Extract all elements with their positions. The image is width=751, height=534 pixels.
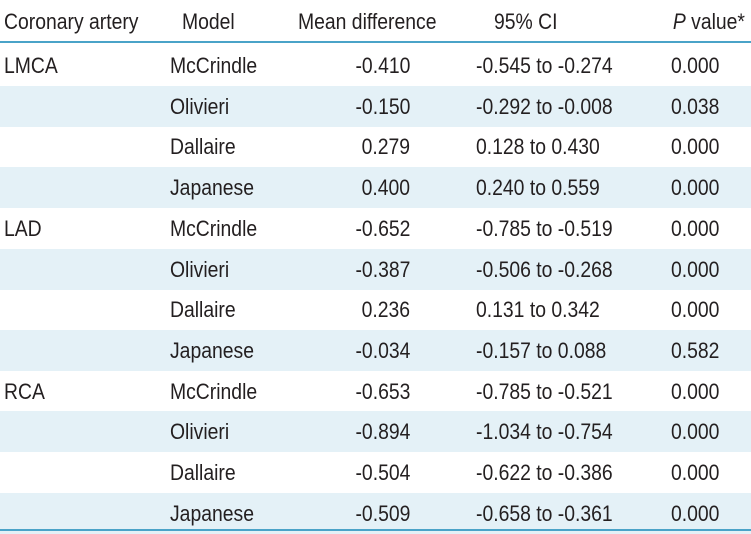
cell-p-value: 0.000 — [671, 53, 720, 78]
header-mean-difference: Mean difference — [298, 9, 437, 34]
cell-p-value: 0.000 — [671, 378, 720, 404]
cell-model: Olivieri — [170, 256, 230, 282]
cell-p-value: 0.000 — [671, 175, 720, 201]
table-row: Japanese -0.509 -0.658 to -0.361 0.000 — [0, 492, 751, 534]
cell-mean-difference: -0.410 — [355, 53, 410, 78]
cell-p-value: 0.000 — [671, 500, 720, 526]
cell-95-ci: -0.506 to -0.268 — [476, 256, 613, 282]
table-row: RCA McCrindle -0.653 -0.785 to -0.521 0.000 — [0, 371, 751, 412]
cell-model: McCrindle — [170, 53, 258, 78]
header-coronary-artery: Coronary artery — [4, 9, 139, 34]
cell-95-ci: -0.658 to -0.361 — [476, 500, 613, 526]
cell-p-value: 0.000 — [671, 256, 720, 282]
cell-95-ci: -0.292 to -0.008 — [476, 93, 613, 119]
cell-model: Japanese — [170, 337, 254, 363]
cell-p-value: 0.000 — [671, 215, 720, 241]
cell-95-ci: 0.131 to 0.342 — [476, 297, 600, 323]
cell-model: Olivieri — [170, 419, 230, 445]
table-row: Olivieri -0.387 -0.506 to -0.268 0.000 — [0, 248, 751, 290]
table-row: Olivieri -0.150 -0.292 to -0.008 0.038 — [0, 85, 751, 127]
cell-p-value: 0.000 — [671, 297, 720, 323]
header-p-rest: value* — [685, 9, 745, 34]
cell-mean-difference: -0.504 — [355, 460, 410, 485]
cell-p-value: 0.000 — [671, 134, 720, 160]
bottom-rule — [0, 529, 751, 531]
cell-mean-difference: -0.034 — [355, 337, 410, 363]
cell-coronary-artery: LMCA — [4, 53, 58, 78]
header-p-value: P value* — [673, 11, 745, 33]
cell-model: Dallaire — [170, 460, 236, 485]
table-row: Dallaire 0.279 0.128 to 0.430 0.000 — [0, 126, 751, 167]
cell-model: Japanese — [170, 500, 254, 526]
header-95-ci: 95% CI — [494, 9, 558, 34]
cell-95-ci: -1.034 to -0.754 — [476, 419, 613, 445]
cell-95-ci: 0.128 to 0.430 — [476, 134, 600, 160]
cell-mean-difference: -0.150 — [355, 93, 410, 119]
cell-95-ci: -0.622 to -0.386 — [476, 460, 613, 485]
cell-model: Japanese — [170, 175, 254, 201]
cell-mean-difference: 0.236 — [361, 297, 410, 323]
cell-mean-difference: -0.652 — [355, 215, 410, 241]
cell-p-value: 0.582 — [671, 337, 720, 363]
cell-model: Dallaire — [170, 297, 236, 323]
table-row: LAD McCrindle -0.652 -0.785 to -0.519 0.000 — [0, 208, 751, 249]
cell-95-ci: -0.785 to -0.521 — [476, 378, 613, 404]
table-row: Dallaire -0.504 -0.622 to -0.386 0.000 — [0, 452, 751, 493]
cell-mean-difference: -0.387 — [355, 256, 410, 282]
cell-95-ci: -0.785 to -0.519 — [476, 215, 613, 241]
header-p-italic: P — [672, 9, 686, 34]
table-row: Japanese -0.034 -0.157 to 0.088 0.582 — [0, 329, 751, 371]
cell-model: McCrindle — [170, 378, 258, 404]
cell-p-value: 0.000 — [671, 419, 720, 445]
cell-mean-difference: -0.509 — [355, 500, 410, 526]
cell-95-ci: -0.157 to 0.088 — [476, 337, 607, 363]
cell-mean-difference: 0.279 — [361, 134, 410, 160]
cell-mean-difference: -0.653 — [355, 378, 410, 404]
cell-coronary-artery: RCA — [4, 378, 45, 404]
cell-p-value: 0.038 — [671, 93, 720, 119]
header-model: Model — [182, 9, 235, 34]
table-row: Dallaire 0.236 0.131 to 0.342 0.000 — [0, 289, 751, 330]
table-header: Coronary artery Model Mean difference 95… — [0, 0, 751, 43]
table-row: Olivieri -0.894 -1.034 to -0.754 0.000 — [0, 411, 751, 453]
cell-p-value: 0.000 — [671, 460, 720, 485]
cell-model: Dallaire — [170, 134, 236, 160]
table-row: LMCA McCrindle -0.410 -0.545 to -0.274 0.000 — [0, 45, 751, 86]
cell-mean-difference: -0.894 — [355, 419, 410, 445]
cell-95-ci: -0.545 to -0.274 — [476, 53, 613, 78]
cell-model: Olivieri — [170, 93, 230, 119]
cell-coronary-artery: LAD — [4, 215, 42, 241]
cell-mean-difference: 0.400 — [361, 175, 410, 201]
table-row: Japanese 0.400 0.240 to 0.559 0.000 — [0, 167, 751, 209]
cell-95-ci: 0.240 to 0.559 — [476, 175, 600, 201]
cell-model: McCrindle — [170, 215, 258, 241]
